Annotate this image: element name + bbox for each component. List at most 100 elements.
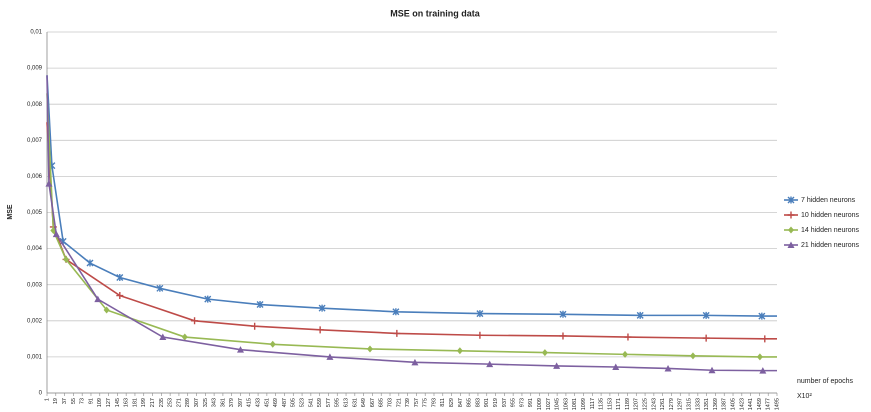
- data-point: [486, 360, 494, 368]
- legend-marker: [787, 211, 795, 219]
- x-tick-label: 649: [361, 398, 367, 407]
- series-line: [46, 75, 777, 317]
- y-tick-label: 0,006: [27, 174, 43, 180]
- x-tick-label: 1063: [563, 398, 569, 410]
- data-point: [94, 295, 102, 303]
- x-tick-label: 415: [247, 398, 253, 407]
- data-point: [411, 358, 419, 366]
- x-tick-label: 703: [387, 398, 393, 407]
- x-tick-label: 1: [44, 398, 50, 401]
- x-tick-label: 343: [212, 398, 218, 407]
- x-tick-label: 955: [511, 398, 517, 407]
- x-tick-label: 1369: [713, 398, 719, 410]
- x-tick-label: 919: [493, 398, 499, 407]
- x-tick-label: 1045: [555, 398, 561, 410]
- data-point: [181, 333, 188, 341]
- x-tick-label: 199: [141, 398, 147, 407]
- x-tick-label: 1495: [774, 398, 780, 410]
- x-tick-label: 523: [300, 398, 306, 407]
- data-point: [689, 352, 696, 360]
- x-tick-label: 1387: [722, 398, 728, 410]
- x-tick-label: 1171: [616, 398, 622, 410]
- data-point: [553, 362, 561, 369]
- x-tick-label: 883: [475, 398, 481, 407]
- data-point: [45, 180, 53, 187]
- series-line: [46, 75, 777, 372]
- x-tick-label: 1207: [634, 398, 640, 410]
- x-tick-label: 109: [97, 398, 103, 407]
- data-point: [392, 308, 400, 316]
- x-tick-label: 451: [264, 398, 270, 407]
- x-tick-label: 1333: [695, 398, 701, 410]
- legend-label: 7 hidden neurons: [801, 197, 856, 204]
- data-point: [761, 335, 769, 343]
- data-point: [456, 347, 463, 355]
- x-tick-label: 631: [352, 398, 358, 407]
- x-tick-label: 739: [405, 398, 411, 407]
- data-point: [63, 255, 70, 263]
- x-tick-label: 217: [150, 398, 156, 407]
- x-tick-label: 1405: [730, 398, 736, 410]
- x-tick-label: 1099: [581, 398, 587, 410]
- x-tick-label: 685: [379, 398, 385, 407]
- x-tick-label: 991: [528, 398, 534, 407]
- data-point: [664, 364, 672, 372]
- x-tick-label: 505: [291, 398, 297, 407]
- x-tick-label: 937: [502, 398, 508, 407]
- data-point: [159, 333, 167, 341]
- data-point: [612, 363, 620, 371]
- x-tick-label: 541: [308, 398, 314, 407]
- x-tick-label: 235: [159, 398, 165, 407]
- data-point: [204, 295, 212, 303]
- series-line: [46, 122, 777, 340]
- data-point: [86, 259, 94, 267]
- data-point: [708, 366, 716, 374]
- y-tick-label: 0,009: [27, 66, 43, 72]
- data-point: [759, 367, 767, 374]
- data-point: [476, 331, 484, 339]
- x-tick-label: 901: [484, 398, 490, 407]
- x-tick-label: 1351: [704, 398, 710, 410]
- legend-marker: [787, 241, 795, 248]
- y-tick-label: 0,004: [27, 246, 43, 252]
- data-point: [326, 353, 334, 360]
- x-tick-label: 145: [115, 398, 121, 407]
- x-tick-label: 1243: [651, 398, 657, 410]
- x-tick-label: 559: [317, 398, 323, 407]
- data-point: [756, 353, 763, 361]
- x-tick-label: 829: [449, 398, 455, 407]
- x-tick-label: 721: [396, 398, 402, 407]
- data-point: [236, 346, 244, 353]
- data-point: [116, 273, 124, 281]
- y-tick-label: 0,003: [27, 282, 43, 288]
- x-tick-label: 973: [519, 398, 525, 407]
- x-tick-label: 19: [53, 398, 59, 404]
- chart-title: MSE on training data: [390, 8, 480, 18]
- legend-marker: [787, 196, 795, 204]
- data-point: [318, 304, 326, 312]
- data-point: [702, 311, 710, 319]
- data-point: [559, 310, 567, 318]
- x-tick-label: 397: [238, 398, 244, 407]
- x-tick-label: 1225: [643, 398, 649, 410]
- x-tick-label: 271: [176, 398, 182, 407]
- x-tick-label: 379: [229, 398, 235, 407]
- x-tick-label: 307: [194, 398, 200, 407]
- data-point: [52, 230, 60, 238]
- x-tick-label: 1189: [625, 398, 631, 410]
- series-line: [46, 93, 777, 358]
- x-tick-label: 1459: [757, 398, 763, 410]
- x-tick-label: 1261: [660, 398, 666, 410]
- x-tick-label: 847: [458, 398, 464, 407]
- y-tick-label: 0,005: [27, 210, 43, 216]
- data-point: [702, 334, 710, 342]
- x-tick-label: 775: [423, 398, 429, 407]
- x-tick-label: 325: [203, 398, 209, 407]
- data-point: [622, 350, 629, 358]
- x-tick-label: 1117: [590, 398, 596, 409]
- x-tick-label: 1081: [572, 398, 578, 410]
- x-tick-label: 1441: [748, 398, 754, 410]
- x-tick-label: 1315: [687, 398, 693, 410]
- x-tick-label: 595: [335, 398, 341, 407]
- y-tick-label: 0,001: [27, 354, 43, 360]
